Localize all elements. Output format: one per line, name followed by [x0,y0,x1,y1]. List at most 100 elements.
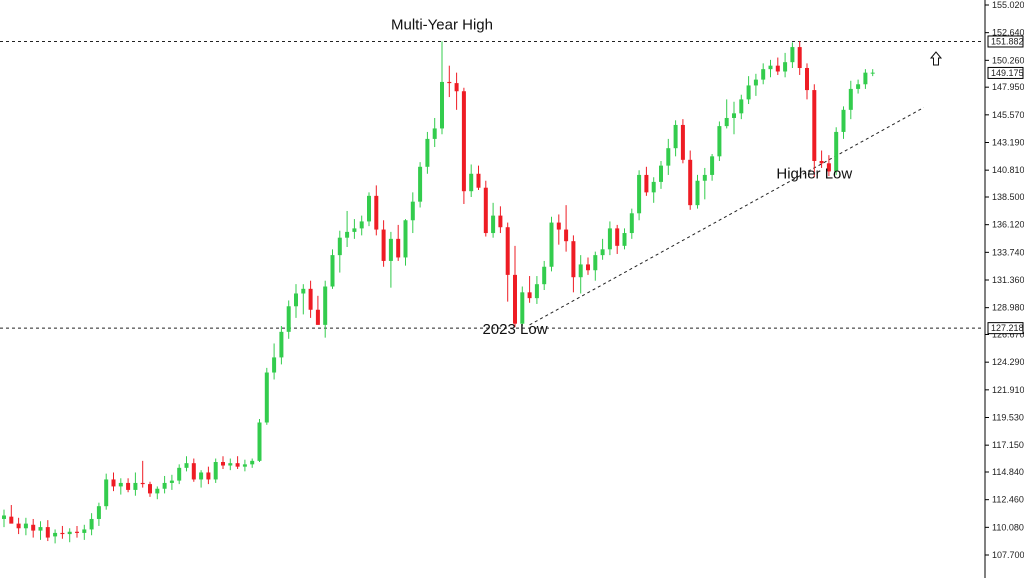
candle-body [739,99,744,114]
candle-body [717,126,722,157]
candle-body [16,523,21,529]
candle-body [783,62,788,72]
annotation-label: Higher Low [776,165,852,182]
candle-body [228,463,233,466]
candle-body [688,159,693,206]
candle-body [89,518,94,530]
candle-body [615,228,620,246]
candle-body [169,480,174,483]
candle-body [644,174,649,193]
candle-body [381,229,386,261]
candle-body [593,255,598,271]
candle-body [834,131,839,172]
y-tick-label: 152.640 [992,28,1024,38]
candle-body [695,180,700,206]
candle-body [67,531,72,535]
candle-body [440,81,444,129]
candle-body [651,181,656,193]
candle-body [666,148,671,166]
candle-body [491,215,496,234]
candle-body [250,460,255,465]
candle-body [476,173,481,188]
y-tick-label: 107.700 [992,550,1024,560]
candle-body [775,65,780,72]
candle-body [272,357,277,373]
candle-body [148,484,152,494]
price-tag-box [987,35,1024,48]
candle-body [31,524,36,531]
rising-trendline [529,107,925,326]
candle-body [534,284,539,299]
candle-body [498,215,503,228]
candle-body [191,463,196,480]
candle-body [549,222,554,267]
candle-body [221,462,225,466]
candles-layer [2,41,875,544]
y-tick-label: 131.360 [992,275,1024,285]
y-tick-label: 121.910 [992,385,1024,395]
candle-body [294,293,298,307]
candle-body [315,309,320,325]
price-axis: 155.020 152.640 150.260 147.950 145.570 143.1… [984,0,1024,578]
candle-body [337,237,342,256]
candle-body [768,65,773,70]
candle-body [586,264,590,271]
candle-body [812,90,817,161]
candle-body [367,195,371,222]
candle-body [257,422,262,461]
price-tag-label: 149.175 [991,68,1024,78]
candle-body [637,174,642,214]
candle-body [790,47,795,63]
price-tag-label: 151.882 [991,36,1024,46]
y-tick-label: 112.460 [992,495,1024,505]
price-tag-box [987,66,1024,79]
candle-body [520,292,525,324]
candle-body [447,81,452,84]
y-tick-label: 110.080 [992,522,1024,532]
candle-body [556,222,561,230]
candle-body [622,233,627,246]
candle-body [870,72,875,74]
candle-body [732,113,736,118]
candle-body [571,241,576,278]
candle-body [527,292,532,299]
candle-body [673,124,678,149]
candle-body [286,306,291,332]
y-tick-label: 136.120 [992,220,1024,230]
candle-body [607,228,612,250]
candle-body [9,516,14,524]
candle-body [330,255,335,287]
candle-body [841,109,846,132]
y-tick-label: 133.740 [992,247,1024,257]
candle-body [432,128,437,139]
horizontal-levels [0,40,984,329]
candle-body [235,463,240,467]
candle-body [863,72,868,85]
candle-body [410,201,415,221]
candle-body [848,88,853,110]
candle-body [199,472,204,480]
annotation-label: 2023 Low [482,321,547,338]
candle-body [96,506,101,519]
candle-body [578,264,583,278]
candle-body [111,479,116,487]
candle-body [797,47,802,68]
candle-body [761,69,766,80]
candle-body [805,67,809,91]
candle-body [206,472,211,480]
y-tick-label: 124.290 [992,357,1024,367]
candle-body [323,286,328,325]
candle-body [264,372,269,423]
y-tick-label: 140.810 [992,165,1024,175]
candle-body [2,515,6,519]
candle-body [396,238,401,258]
candle-body [45,527,50,538]
candle-body [629,213,634,234]
y-tick-label: 119.530 [992,413,1024,423]
y-tick-label: 114.840 [992,467,1024,477]
y-tick-label: 117.150 [992,440,1024,450]
candle-body [359,221,364,229]
candle-body [856,84,861,89]
y-tick-label: 145.570 [992,110,1024,120]
